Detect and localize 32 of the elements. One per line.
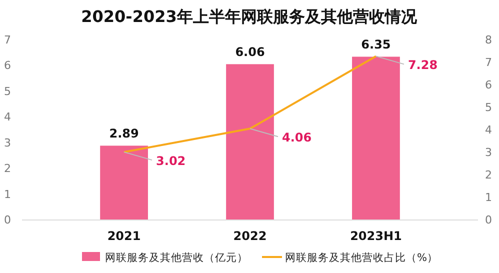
- data-label: 2.89: [109, 126, 139, 141]
- y2-tick-label: 8: [485, 34, 492, 47]
- y2-tick-label: 1: [485, 191, 492, 204]
- x-tick-label: 2023H1: [350, 229, 402, 243]
- y2-tick-label: 6: [485, 78, 492, 92]
- bar: [352, 56, 400, 220]
- data-label: 7.28: [408, 58, 438, 72]
- data-label: 6.06: [235, 45, 265, 60]
- bar: [100, 146, 148, 220]
- x-tick-label: 2022: [233, 229, 267, 243]
- y-tick-label: 0: [4, 214, 11, 227]
- x-tick-label: 2021: [107, 229, 141, 243]
- y2-tick-label: 4: [485, 124, 492, 137]
- data-label: 6.35: [361, 38, 391, 52]
- y2-tick-label: 2: [485, 168, 492, 182]
- y-tick-label: 7: [4, 34, 11, 47]
- y2-tick-label: 5: [485, 101, 492, 114]
- y-tick-label: 4: [4, 110, 11, 124]
- y-tick-label: 1: [4, 188, 11, 201]
- data-label: 3.02: [156, 154, 186, 168]
- y-tick-label: 2: [4, 162, 11, 176]
- bar: [226, 64, 274, 220]
- y-tick-label: 6: [4, 59, 11, 72]
- chart-title: 2020-2023年上半年网联服务及其他营收情况: [81, 7, 418, 26]
- data-label: 4.06: [282, 130, 312, 145]
- y-tick-label: 3: [4, 136, 11, 150]
- y2-tick-label: 0: [485, 214, 492, 227]
- legend-label: 网联服务及其他营收（亿元）: [105, 251, 248, 264]
- y2-tick-label: 3: [485, 146, 492, 160]
- y2-tick-label: 7: [485, 56, 492, 70]
- y-tick-label: 5: [4, 84, 11, 98]
- legend-label: 网联服务及其他营收占比（%）: [285, 251, 438, 264]
